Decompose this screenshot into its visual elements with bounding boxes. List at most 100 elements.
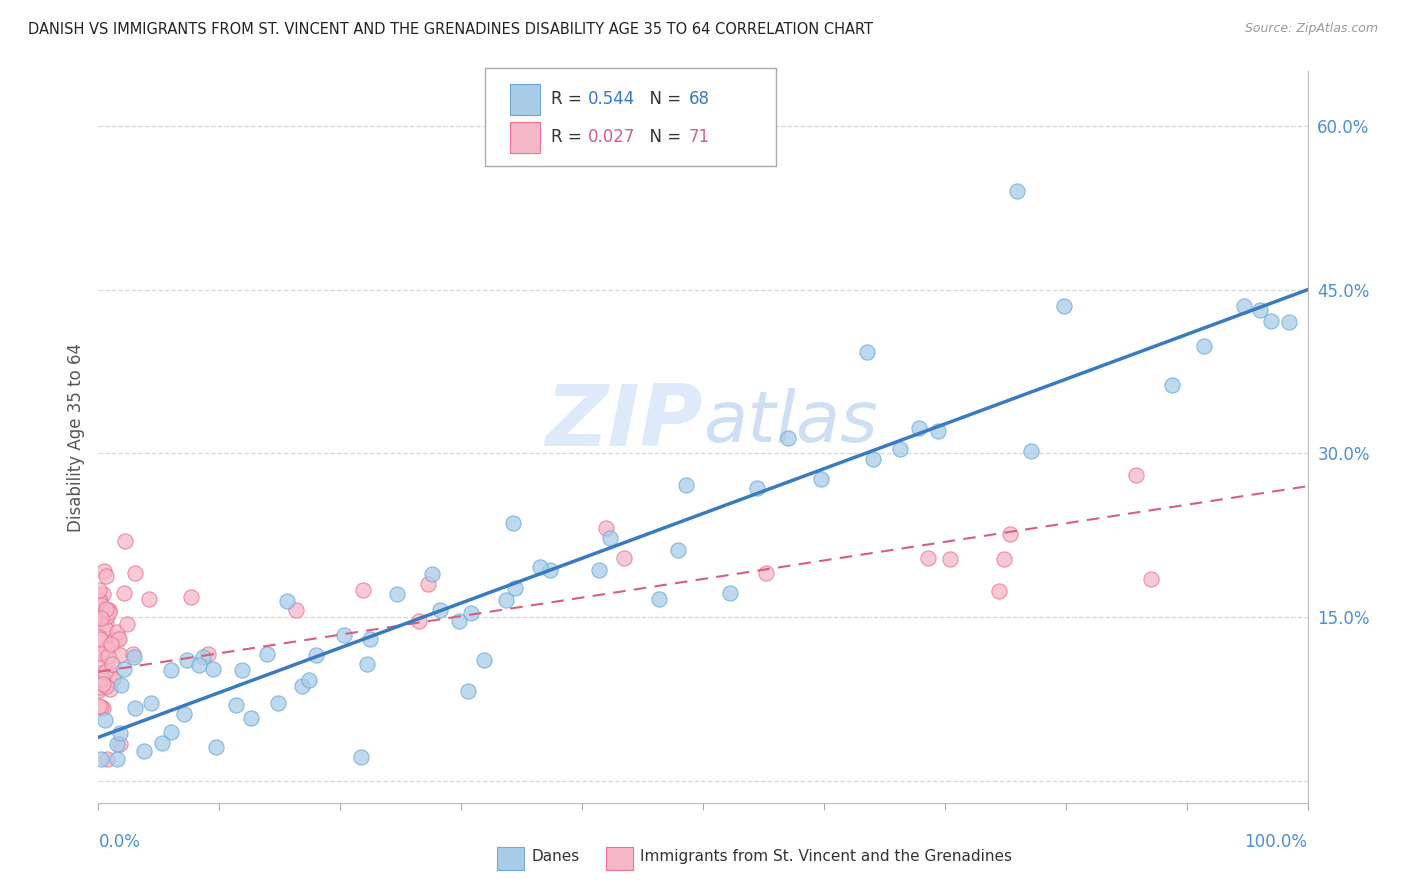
Point [998, 527, 1021, 541]
Text: 0.027: 0.027 [588, 128, 636, 146]
Point [91, 671, 114, 685]
Point [1192, 339, 1215, 353]
Point [90, 752, 112, 766]
Point [675, 478, 697, 492]
Point [89, 683, 111, 698]
Point [110, 725, 132, 739]
Text: N =: N = [638, 90, 686, 108]
Text: N =: N = [638, 128, 686, 146]
Point [89, 646, 111, 660]
Point [180, 591, 202, 605]
Point [538, 563, 561, 577]
Point [231, 663, 253, 677]
Point [108, 648, 131, 662]
Point [89, 666, 111, 681]
Point [110, 737, 132, 751]
FancyBboxPatch shape [485, 68, 776, 167]
Point [160, 725, 183, 739]
Point [599, 531, 621, 545]
Point [97, 660, 120, 674]
Point [100, 667, 122, 681]
Text: Immigrants from St. Vincent and the Grenadines: Immigrants from St. Vincent and the Gren… [640, 849, 1012, 864]
Point [418, 576, 440, 591]
Point [495, 592, 517, 607]
Point [94, 616, 117, 631]
Point [1260, 314, 1282, 328]
Point [107, 632, 129, 646]
Point [352, 582, 374, 597]
Point [87, 582, 110, 597]
Text: R =: R = [551, 90, 586, 108]
Point [267, 696, 290, 710]
Point [755, 566, 778, 580]
Point [132, 743, 155, 757]
Point [159, 664, 181, 678]
Point [993, 552, 1015, 566]
Text: 0.544: 0.544 [588, 90, 636, 108]
Point [1233, 299, 1256, 313]
Point [122, 647, 145, 661]
Text: ZIP: ZIP [546, 381, 703, 464]
Point [889, 442, 911, 456]
Point [94, 602, 117, 616]
Text: Danes: Danes [531, 849, 579, 864]
Point [613, 550, 636, 565]
Point [112, 586, 135, 600]
Point [91, 587, 114, 601]
Point [862, 452, 884, 467]
Point [197, 648, 219, 662]
Point [1125, 468, 1147, 483]
Point [97, 648, 120, 663]
Point [588, 562, 610, 576]
Point [90, 672, 112, 686]
Point [385, 587, 408, 601]
Point [124, 701, 146, 715]
Point [90, 700, 112, 714]
Point [810, 472, 832, 486]
Text: DANISH VS IMMIGRANTS FROM ST. VINCENT AND THE GRENADINES DISABILITY AGE 35 TO 64: DANISH VS IMMIGRANTS FROM ST. VINCENT AN… [28, 22, 873, 37]
Point [93, 564, 115, 578]
Point [1007, 185, 1029, 199]
Point [420, 567, 443, 582]
Point [100, 637, 122, 651]
Point [648, 591, 671, 606]
Point [94, 641, 117, 656]
Point [90, 611, 112, 625]
Point [122, 650, 145, 665]
Point [503, 582, 526, 596]
Point [87, 672, 110, 686]
Text: 100.0%: 100.0% [1244, 833, 1308, 851]
Point [108, 632, 131, 647]
Point [94, 679, 117, 693]
Point [89, 699, 111, 714]
Point [276, 594, 298, 608]
Point [87, 657, 110, 671]
Text: 68: 68 [689, 90, 710, 108]
FancyBboxPatch shape [498, 847, 524, 870]
Point [94, 601, 117, 615]
Point [98, 605, 121, 619]
FancyBboxPatch shape [509, 84, 540, 114]
Point [666, 542, 689, 557]
Point [90, 599, 112, 613]
Point [718, 586, 741, 600]
Point [91, 646, 114, 660]
Point [96, 609, 118, 624]
Point [429, 603, 451, 617]
Point [90, 609, 112, 624]
Text: atlas: atlas [703, 388, 877, 457]
Point [191, 649, 214, 664]
Y-axis label: Disability Age 35 to 64: Disability Age 35 to 64 [66, 343, 84, 532]
Point [89, 591, 111, 606]
Point [284, 603, 307, 617]
Point [173, 707, 195, 722]
Point [359, 632, 381, 646]
Point [101, 672, 124, 686]
Point [94, 665, 117, 679]
FancyBboxPatch shape [509, 122, 540, 153]
Point [225, 698, 247, 712]
Point [204, 740, 226, 755]
Point [917, 551, 939, 566]
Point [239, 710, 262, 724]
Point [595, 521, 617, 535]
